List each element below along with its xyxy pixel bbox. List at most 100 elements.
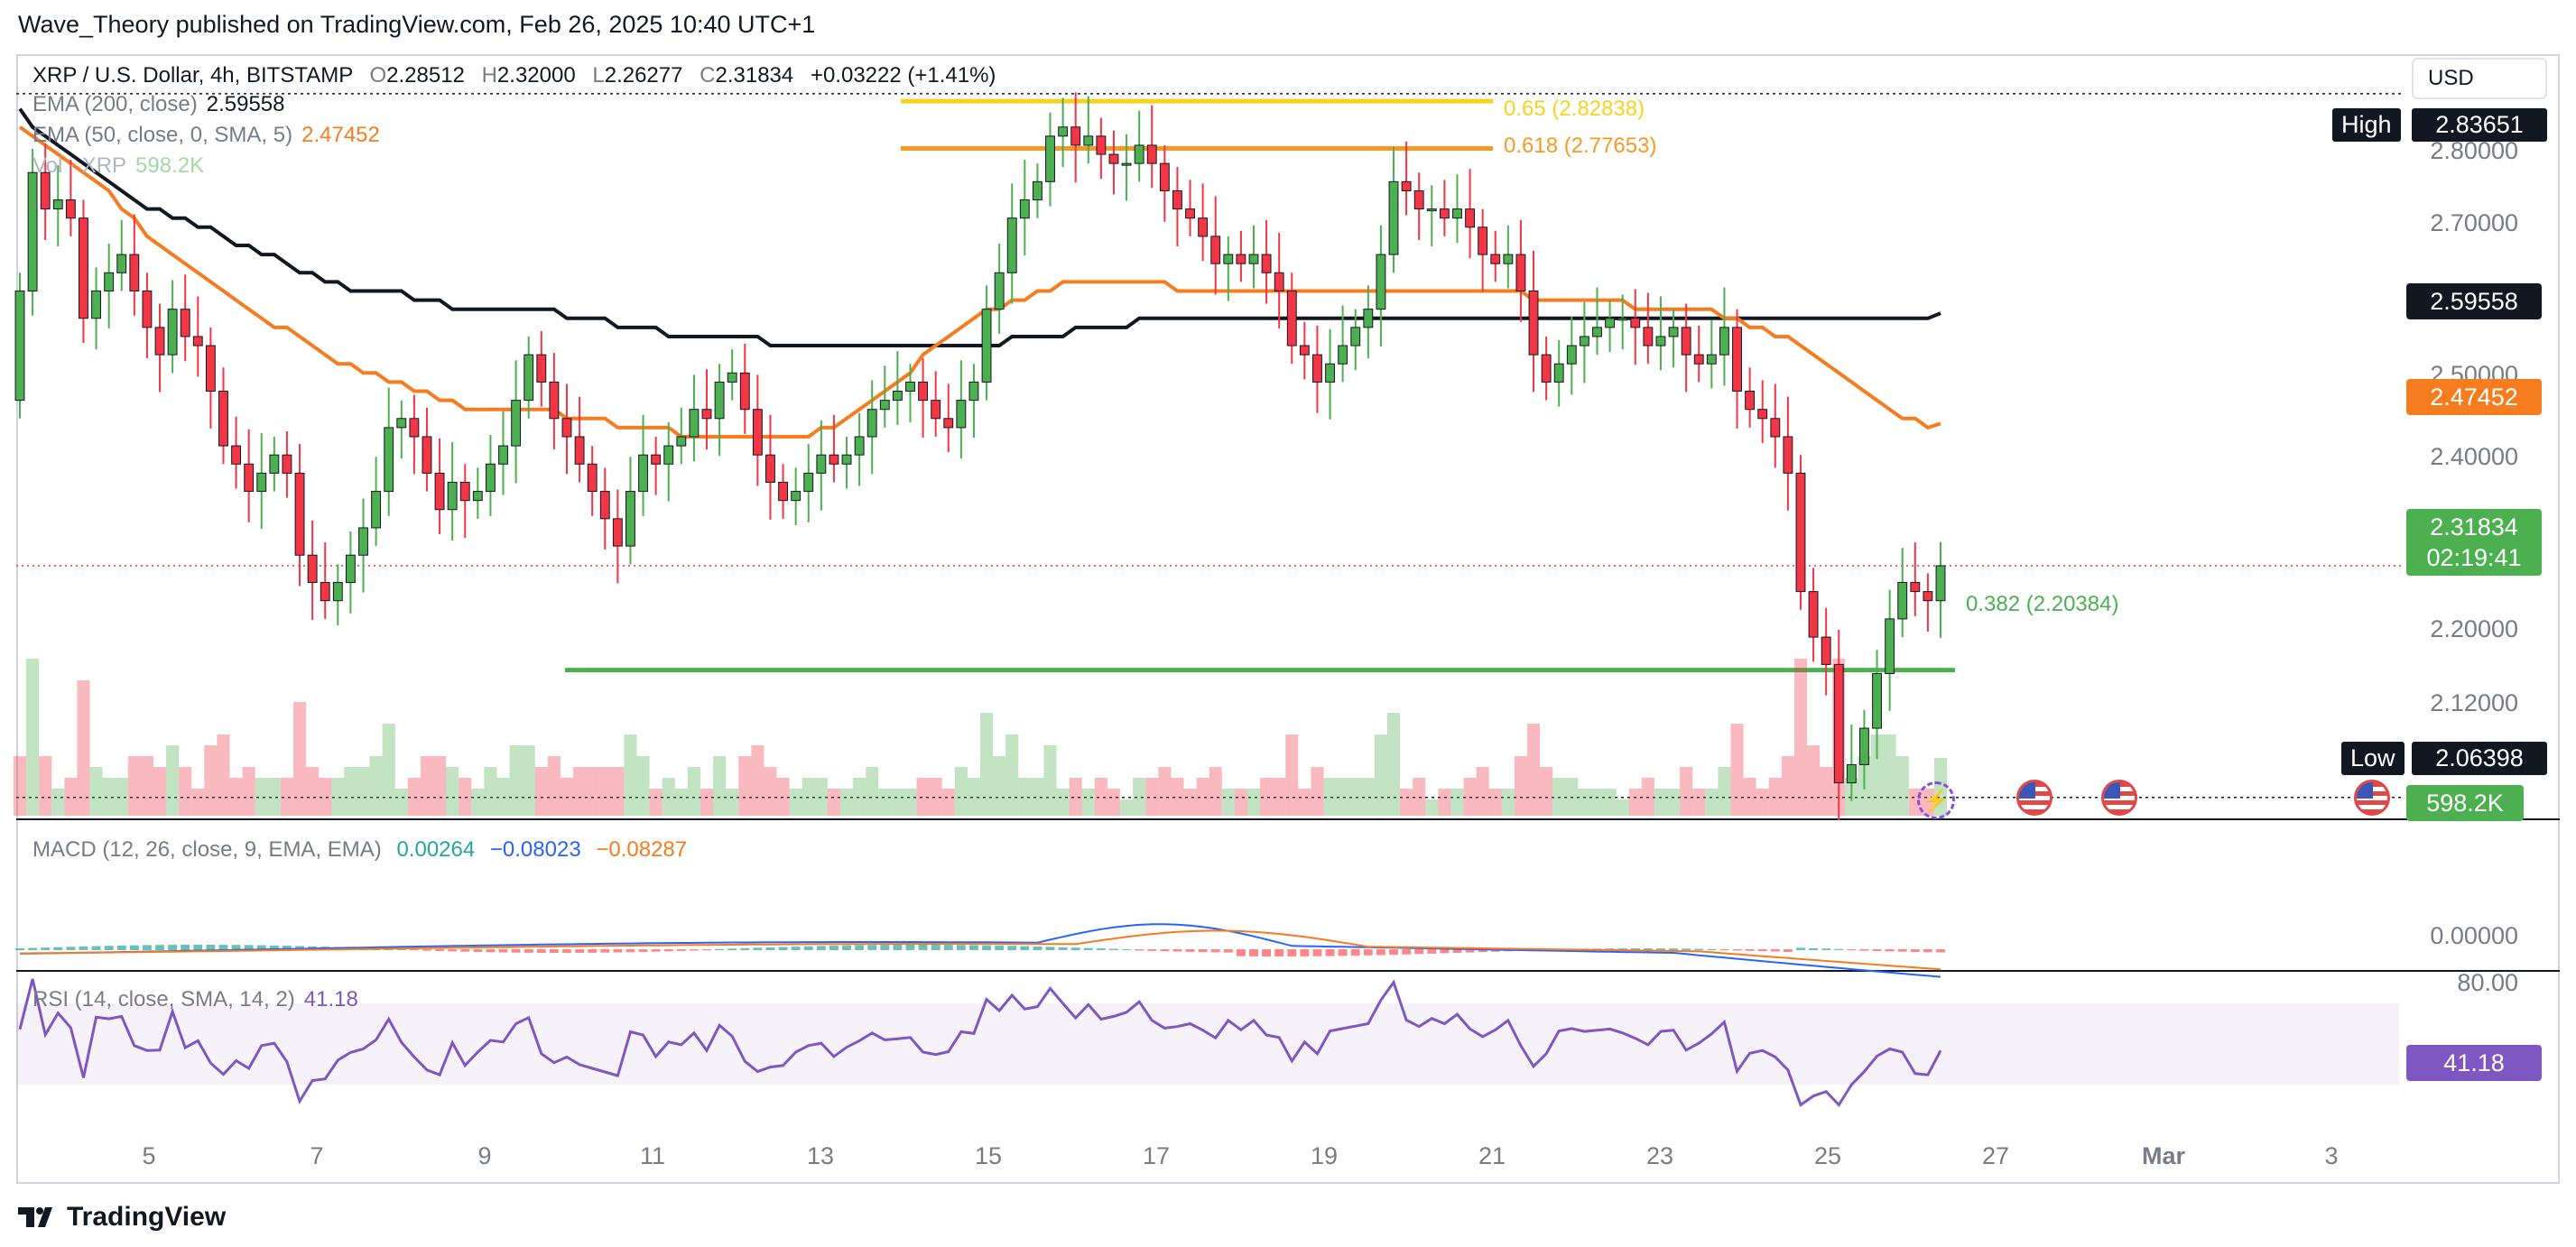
volume-bar xyxy=(1526,724,1541,816)
macd-histogram-bar xyxy=(1770,949,1780,952)
candle-body xyxy=(1299,345,1310,356)
volume-bar xyxy=(916,778,930,816)
volume-bar xyxy=(980,713,994,816)
volume-bar xyxy=(560,778,574,816)
macd-histogram-bar xyxy=(460,949,470,952)
macd-histogram-bar xyxy=(155,945,164,950)
macd-histogram-bar xyxy=(1033,946,1042,950)
macd-histogram-bar xyxy=(1669,948,1678,950)
candle-body xyxy=(1541,354,1552,383)
macd-histogram-bar xyxy=(855,945,865,950)
volume-bar xyxy=(484,767,497,816)
volume-bar xyxy=(1246,789,1261,816)
macd-histogram-bar xyxy=(842,945,851,950)
candle-body xyxy=(434,472,445,511)
candle-body xyxy=(1338,345,1348,365)
volume-bar xyxy=(1145,778,1159,816)
candle-body xyxy=(956,400,967,429)
volume-bar xyxy=(624,734,637,816)
us-flag-icon[interactable] xyxy=(2354,780,2390,816)
volume-bar xyxy=(407,778,421,816)
macd-histogram-bar xyxy=(1821,948,1831,950)
candle-body xyxy=(778,481,788,502)
volume-bar xyxy=(204,745,218,816)
volume-bar xyxy=(522,745,535,816)
macd-histogram-bar xyxy=(740,947,750,950)
volume-bar xyxy=(89,767,103,816)
last-price-box: 2.31834 02:19:41 xyxy=(2406,509,2542,576)
volume-bar xyxy=(394,789,408,816)
chart-frame[interactable] xyxy=(16,54,2560,1184)
macd-histogram-bar xyxy=(689,949,699,951)
time-tick: 13 xyxy=(806,1142,835,1169)
time-tick: 5 xyxy=(142,1142,156,1169)
candle-body xyxy=(27,171,38,291)
volume-bar xyxy=(1234,789,1247,816)
macd-histogram-bar xyxy=(727,948,737,950)
macd-histogram-bar xyxy=(562,949,571,953)
candle-body xyxy=(396,418,407,429)
candle-body xyxy=(1795,472,1806,593)
volume-bar xyxy=(534,767,548,816)
volume-bar xyxy=(1171,778,1184,816)
macd-histogram-bar xyxy=(1656,948,1665,950)
macd-histogram-bar xyxy=(1923,949,1932,953)
volume-bar xyxy=(13,756,27,816)
macd-histogram-bar xyxy=(1694,948,1704,950)
macd-histogram-bar xyxy=(1847,949,1857,951)
volume-bar xyxy=(636,756,650,816)
candle-body xyxy=(574,436,585,465)
low-marker-label: Low xyxy=(2341,742,2405,775)
macd-histogram-bar xyxy=(1478,949,1487,953)
time-tick: 9 xyxy=(477,1142,492,1169)
volume-bar xyxy=(1400,789,1413,816)
candle-body xyxy=(1363,309,1374,328)
volume-bar xyxy=(1514,756,1527,816)
volume-bar xyxy=(306,767,320,816)
candle-body xyxy=(536,354,547,383)
tradingview-footer[interactable]: TradingView xyxy=(18,1202,226,1233)
candle-body xyxy=(192,336,203,346)
volume-bar xyxy=(1336,778,1349,816)
us-flag-icon[interactable] xyxy=(2101,780,2137,816)
macd-histogram-bar xyxy=(931,945,941,950)
volume-bar xyxy=(319,778,332,816)
macd-histogram-bar xyxy=(575,949,585,953)
time-tick: 27 xyxy=(1981,1142,2010,1169)
last-price: 2.31834 xyxy=(2430,513,2518,540)
volume-bar xyxy=(1374,734,1387,816)
macd-histogram-bar xyxy=(1338,949,1348,956)
volume-bar xyxy=(1476,767,1489,816)
volume-bar xyxy=(191,789,205,816)
candle-body xyxy=(1045,135,1055,182)
candle-body xyxy=(638,454,648,493)
macd-histogram-bar xyxy=(1147,949,1157,951)
candle-body xyxy=(1083,135,1094,146)
candle-body xyxy=(409,418,420,438)
macd-histogram-bar xyxy=(1274,949,1284,956)
volume-bar xyxy=(1348,778,1362,816)
macd-histogram-bar xyxy=(1859,949,1869,951)
rsi-tick: 80.00 xyxy=(2457,969,2518,996)
macd-histogram-bar xyxy=(816,946,826,950)
currency-selector-button[interactable]: USD xyxy=(2412,58,2547,99)
lightning-event-icon[interactable]: ⚡ xyxy=(1917,781,1955,819)
candle-body xyxy=(1058,126,1069,137)
candle-body xyxy=(422,436,432,474)
macd-histogram-bar xyxy=(1109,948,1118,950)
volume-bar xyxy=(1311,767,1324,816)
candle-body xyxy=(104,272,115,291)
macd-histogram-bar xyxy=(638,949,648,952)
candle-body xyxy=(485,463,496,493)
candle-body xyxy=(1681,327,1691,356)
us-flag-icon[interactable] xyxy=(2016,780,2052,816)
candle-body xyxy=(511,400,522,447)
candle-body xyxy=(1198,217,1209,237)
volume-bar xyxy=(39,756,52,816)
candle-body xyxy=(587,463,598,493)
candle-body xyxy=(1706,354,1717,365)
volume-legend: Vol · XRP 598.2K xyxy=(32,153,204,179)
candle-body xyxy=(180,309,190,337)
volume-bar xyxy=(1196,778,1209,816)
